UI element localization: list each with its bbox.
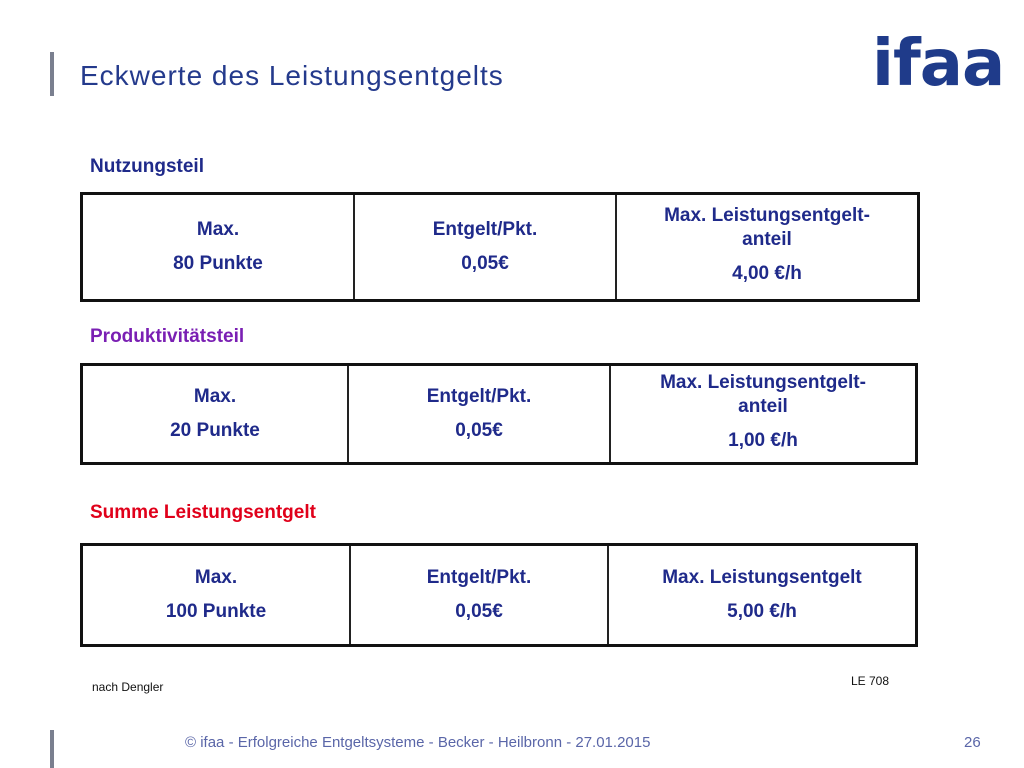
max-points-label: Max. <box>194 567 238 588</box>
max-share-value: 5,00 €/h <box>727 601 797 622</box>
max-points-value: 80 Punkte <box>173 253 263 274</box>
ifaa-logo: ifaa <box>872 27 1005 101</box>
max-points-cell: Max. 100 Punkte <box>83 546 349 644</box>
section-label-nutzungsteil: Nutzungsteil <box>90 156 204 177</box>
page-number: 26 <box>964 734 981 751</box>
rate-value: 0,05€ <box>461 253 509 274</box>
max-points-value: 100 Punkte <box>165 601 267 622</box>
rate-label: Entgelt/Pkt. <box>426 567 532 588</box>
section-label-summe: Summe Leistungsentgelt <box>90 502 316 523</box>
max-share-cell: Max. Leistungsentgelt-anteil 1,00 €/h <box>609 366 915 462</box>
section-label-produktivitaetsteil: Produktivitätsteil <box>90 326 245 347</box>
max-points-cell: Max. 80 Punkte <box>83 195 353 299</box>
summe-table: Max. 100 Punkte Entgelt/Pkt. 0,05€ Max. … <box>80 543 918 647</box>
max-points-label: Max. <box>193 386 237 407</box>
max-share-label: Max. Leistungsentgelt <box>662 567 862 588</box>
rate-cell: Entgelt/Pkt. 0,05€ <box>349 546 607 644</box>
max-share-cell: Max. Leistungsentgelt 5,00 €/h <box>607 546 915 644</box>
max-points-cell: Max. 20 Punkte <box>83 366 347 462</box>
max-share-label: Max. Leistungsentgelt-anteil <box>664 204 870 250</box>
max-share-value: 1,00 €/h <box>728 429 798 451</box>
max-share-cell: Max. Leistungsentgelt-anteil 4,00 €/h <box>615 195 917 299</box>
title-accent-bar <box>50 52 54 96</box>
nutzungsteil-table: Max. 80 Punkte Entgelt/Pkt. 0,05€ Max. L… <box>80 192 920 302</box>
rate-value: 0,05€ <box>455 420 503 441</box>
footer-accent-bar <box>50 730 54 768</box>
max-points-label: Max. <box>196 219 240 240</box>
rate-cell: Entgelt/Pkt. 0,05€ <box>353 195 615 299</box>
footer-text: © ifaa - Erfolgreiche Entgeltsysteme - B… <box>185 734 651 751</box>
source-note: nach Dengler <box>92 680 164 694</box>
rate-label: Entgelt/Pkt. <box>432 219 538 240</box>
produktivitaetsteil-table: Max. 20 Punkte Entgelt/Pkt. 0,05€ Max. L… <box>80 363 918 465</box>
page-title: Eckwerte des Leistungsentgelts <box>80 60 504 91</box>
max-points-value: 20 Punkte <box>170 420 260 441</box>
rate-label: Entgelt/Pkt. <box>426 386 532 407</box>
max-share-value: 4,00 €/h <box>732 262 802 284</box>
rate-cell: Entgelt/Pkt. 0,05€ <box>347 366 609 462</box>
rate-value: 0,05€ <box>455 601 503 622</box>
reference-code: LE 708 <box>851 674 890 688</box>
max-share-label: Max. Leistungsentgelt-anteil <box>660 371 866 417</box>
